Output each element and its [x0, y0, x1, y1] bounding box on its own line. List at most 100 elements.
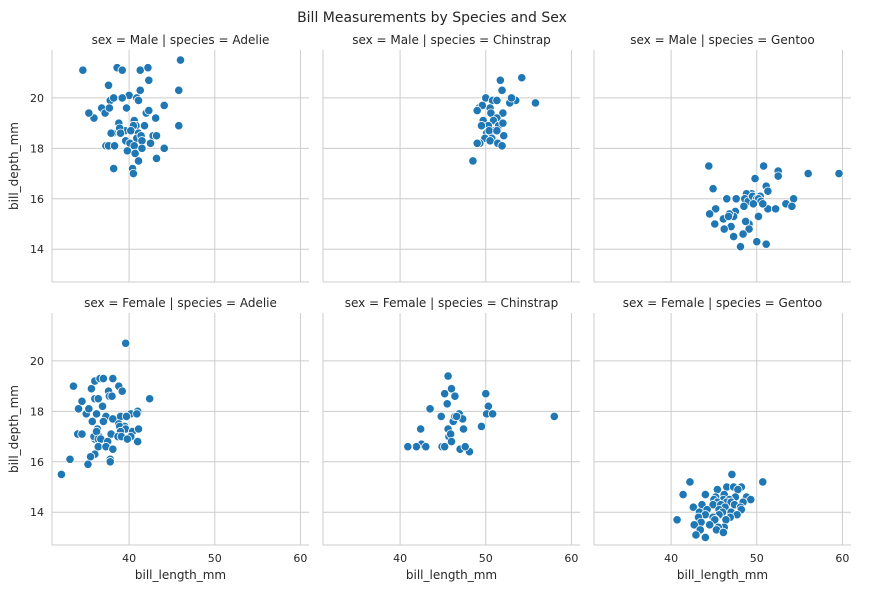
- data-point: [718, 527, 728, 537]
- data-point: [93, 394, 103, 404]
- data-point: [450, 391, 460, 401]
- y-tick-label: 16: [30, 193, 44, 206]
- data-point: [446, 437, 457, 447]
- data-point: [128, 168, 138, 179]
- data-point: [803, 168, 813, 179]
- data-point: [117, 386, 127, 396]
- data-point: [115, 128, 126, 138]
- data-point: [126, 126, 136, 136]
- y-axis-label: bill_depth_mm: [7, 385, 21, 473]
- y-tick-label: 20: [30, 355, 44, 368]
- data-point: [86, 384, 97, 394]
- data-point: [834, 168, 844, 179]
- panel-title: sex = Male | species = Chinstrap: [352, 33, 551, 47]
- data-point: [750, 174, 760, 184]
- data-point: [121, 103, 132, 113]
- data-point: [787, 201, 797, 211]
- data-point: [729, 232, 739, 242]
- data-point: [744, 224, 754, 234]
- data-point: [481, 389, 491, 399]
- facet-panel: sex = Female | species = Gentoo 40 50 60 bil…: [593, 296, 851, 582]
- x-axis-label: bill_length_mm: [406, 568, 497, 582]
- data-point: [421, 442, 431, 452]
- data-point: [499, 131, 509, 141]
- data-point: [137, 136, 147, 146]
- data-point: [468, 156, 478, 166]
- data-point: [97, 401, 108, 411]
- facet-panel: sex = Female | species = Adelie 14 16 18 20 b…: [7, 296, 309, 582]
- data-point: [458, 424, 469, 434]
- data-point: [77, 429, 87, 439]
- y-tick-label: 16: [30, 456, 44, 469]
- y-tick-label: 18: [30, 142, 44, 155]
- data-point: [174, 121, 184, 131]
- data-point: [108, 414, 118, 424]
- data-point: [143, 63, 153, 73]
- data-point: [710, 219, 720, 229]
- data-point: [121, 338, 131, 348]
- data-point: [442, 399, 452, 409]
- x-tick-label: 40: [664, 552, 678, 565]
- data-point: [495, 75, 505, 85]
- x-tick-label: 60: [835, 552, 849, 565]
- data-point: [446, 384, 457, 394]
- data-point: [733, 484, 743, 495]
- y-tick-label: 18: [30, 405, 44, 418]
- data-point: [122, 146, 132, 156]
- data-point: [759, 161, 769, 171]
- data-point: [65, 454, 75, 464]
- y-tick-label: 14: [30, 243, 44, 256]
- y-axis-label: bill_depth_mm: [7, 122, 21, 210]
- data-point: [135, 85, 145, 95]
- data-point: [98, 416, 109, 427]
- data-point: [708, 184, 718, 194]
- x-tick-label: 60: [293, 552, 307, 565]
- data-point: [705, 520, 715, 530]
- data-point: [498, 108, 508, 118]
- data-point: [78, 65, 88, 75]
- x-tick-label: 40: [393, 552, 407, 565]
- data-point: [689, 520, 699, 530]
- data-point: [735, 242, 746, 252]
- data-point: [104, 103, 114, 113]
- data-point: [691, 530, 701, 540]
- data-point: [91, 409, 102, 419]
- data-point: [460, 442, 470, 452]
- facet-grid: sex = Male | species = Adelie 14 16 18 20 bil…: [7, 33, 851, 582]
- data-point: [436, 411, 446, 421]
- data-point: [443, 371, 453, 381]
- data-point: [484, 126, 494, 136]
- data-point: [440, 442, 450, 452]
- data-point: [741, 216, 751, 227]
- panel-title: sex = Female | species = Gentoo: [623, 296, 822, 310]
- data-point: [727, 469, 737, 479]
- data-point: [719, 224, 729, 234]
- x-axis-label: bill_length_mm: [135, 568, 226, 582]
- data-point: [84, 108, 94, 118]
- data-point: [122, 434, 132, 444]
- data-point: [705, 209, 715, 219]
- data-point: [416, 424, 426, 434]
- data-point: [108, 444, 118, 454]
- y-tick-label: 20: [30, 92, 44, 105]
- data-point: [425, 404, 435, 414]
- data-point: [137, 143, 147, 153]
- data-point: [483, 401, 493, 411]
- data-point: [87, 416, 97, 427]
- data-point: [151, 153, 162, 164]
- data-point: [130, 148, 140, 158]
- data-point: [549, 411, 559, 421]
- y-tick-label: 14: [30, 506, 44, 519]
- data-point: [135, 65, 145, 75]
- data-point: [106, 128, 116, 138]
- x-tick-label: 60: [564, 552, 578, 565]
- data-point: [175, 55, 186, 65]
- panel-title: sex = Female | species = Chinstrap: [345, 296, 559, 310]
- data-point: [107, 391, 117, 401]
- data-point: [685, 477, 695, 487]
- data-point: [771, 204, 781, 214]
- panel-title: sex = Female | species = Adelie: [84, 296, 277, 310]
- x-tick-label: 40: [122, 552, 136, 565]
- data-point: [497, 85, 507, 95]
